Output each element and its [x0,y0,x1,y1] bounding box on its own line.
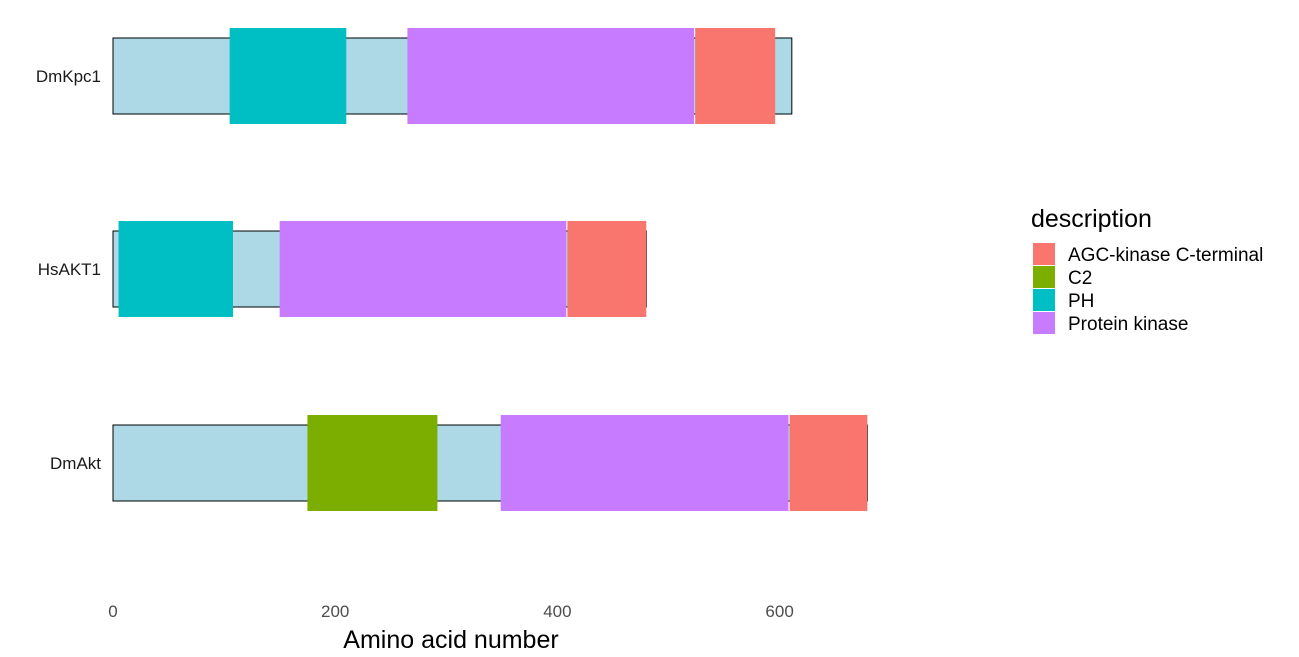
legend-item-agc-kinase-c-terminal: AGC-kinase C-terminal [1033,243,1263,266]
x-tick-label-0: 0 [108,602,117,621]
x-tick-label-600: 600 [765,602,793,621]
domain-agc-kinase-c-terminal-dmakt [789,415,868,511]
legend-item-c2: C2 [1033,266,1092,289]
protein-row-dmakt: DmAkt [50,415,868,511]
x-tick-label-400: 400 [543,602,571,621]
legend-label-agc-kinase-c-terminal: AGC-kinase C-terminal [1068,245,1263,266]
y-tick-label-hsakt1: HsAKT1 [38,260,101,279]
domain-protein-kinase-hsakt1 [279,221,567,317]
legend-key-protein-kinase [1033,312,1055,334]
legend-label-protein-kinase: Protein kinase [1068,314,1188,335]
legend-key-c2 [1033,266,1055,288]
legend-label-c2: C2 [1068,268,1092,289]
legend-item-ph: PH [1033,289,1094,312]
x-axis-title: Amino acid number [343,626,558,654]
domain-ph-hsakt1 [118,221,233,317]
legend-label-ph: PH [1068,291,1094,312]
y-tick-label-dmakt: DmAkt [50,454,101,473]
x-axis: 0 200 400 600 [108,602,794,621]
legend-key-agc-kinase-c-terminal [1033,243,1055,265]
protein-row-dmkpc1: DmKpc1 [36,28,793,124]
y-tick-label-dmkpc1: DmKpc1 [36,67,101,86]
domain-c2-dmakt [307,415,438,511]
domain-agc-kinase-c-terminal-dmkpc1 [695,28,776,124]
legend-item-protein-kinase: Protein kinase [1033,312,1188,335]
domain-protein-kinase-dmkpc1 [407,28,695,124]
protein-rows: DmKpc1 HsAKT1 DmAkt [36,28,868,511]
domain-agc-kinase-c-terminal-hsakt1 [567,221,647,317]
domain-ph-dmkpc1 [229,28,347,124]
legend: description AGC-kinase C-terminalC2PHPro… [1031,205,1263,335]
x-tick-label-200: 200 [321,602,349,621]
protein-row-hsakt1: HsAKT1 [38,221,647,317]
domain-protein-kinase-dmakt [500,415,789,511]
legend-title: description [1031,205,1152,233]
legend-key-ph [1033,289,1055,311]
